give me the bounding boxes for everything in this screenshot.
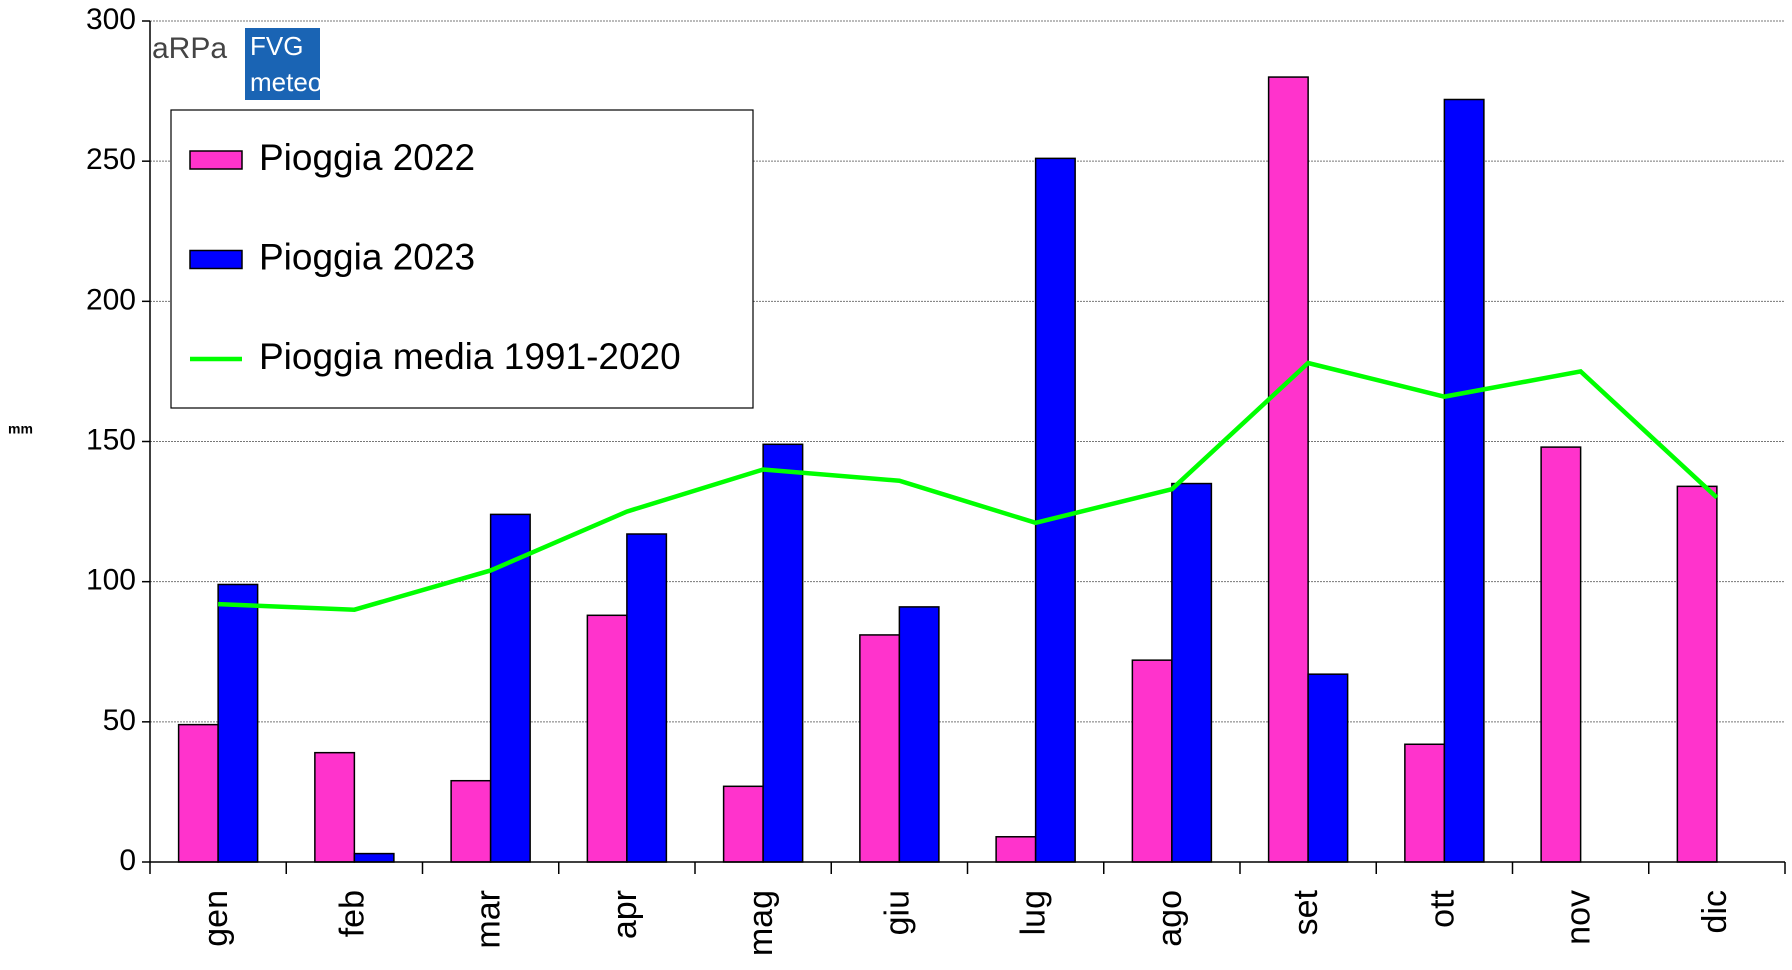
x-tick-label: giu (878, 890, 916, 935)
bar (1131, 659, 1173, 863)
bar (722, 785, 764, 863)
x-tick-label: mar (470, 890, 508, 949)
legend-swatch (189, 150, 243, 170)
bar (1307, 673, 1349, 863)
y-tick-label: 0 (119, 844, 136, 877)
logo-left: aRPa (152, 32, 227, 65)
legend-swatch (189, 249, 243, 270)
logo-box-top: FVG (250, 31, 303, 61)
line (218, 360, 1719, 612)
bar (1404, 743, 1446, 863)
y-tick-label: 100 (86, 564, 136, 597)
legend-box (170, 109, 754, 409)
x-tick-label: feb (333, 890, 371, 937)
x-tick-label: ott (1423, 889, 1461, 927)
y-tick-label: 200 (86, 283, 136, 316)
bar (859, 634, 901, 863)
bar (762, 443, 804, 863)
bar (314, 751, 356, 863)
bar (217, 583, 259, 863)
bar (995, 836, 1037, 863)
x-tick-label: ago (1151, 890, 1189, 947)
bar (1034, 157, 1076, 863)
legend: Pioggia 2022 Pioggia 2023 Pioggia media 19… (170, 109, 754, 409)
legend-label: Pioggia 2023 (259, 236, 475, 277)
bar (450, 779, 492, 863)
bar (353, 852, 395, 863)
legend-label: Pioggia 2022 (259, 137, 475, 178)
logo-box (245, 28, 320, 100)
y-tick-label: 50 (103, 704, 136, 737)
bar (626, 533, 668, 863)
x-tick-label: set (1287, 889, 1325, 935)
bar (1171, 482, 1213, 863)
bar (1267, 76, 1309, 863)
legend-label: Pioggia media 1991-2020 (259, 336, 681, 377)
y-tick-label: 150 (86, 423, 136, 456)
y-tick-label: 250 (86, 143, 136, 176)
x-tick-label: apr (606, 890, 644, 939)
bar (898, 606, 940, 863)
bar (1540, 446, 1582, 863)
x-tick-label: mag (742, 890, 780, 956)
x-tick-label: lug (1015, 890, 1053, 935)
x-tick-label: dic (1696, 890, 1734, 933)
x-tick-label: gen (197, 890, 235, 947)
bar (586, 614, 628, 863)
x-tick-label: nov (1560, 890, 1598, 945)
logo-box-bottom: meteo (250, 67, 322, 97)
bar (1676, 485, 1718, 863)
y-axis-label: mm (8, 421, 33, 437)
logo: aRPa FVG meteo (152, 28, 322, 100)
bar (489, 513, 531, 863)
bar (1443, 98, 1485, 863)
y-tick-label: 300 (86, 3, 136, 36)
bar (177, 723, 219, 863)
